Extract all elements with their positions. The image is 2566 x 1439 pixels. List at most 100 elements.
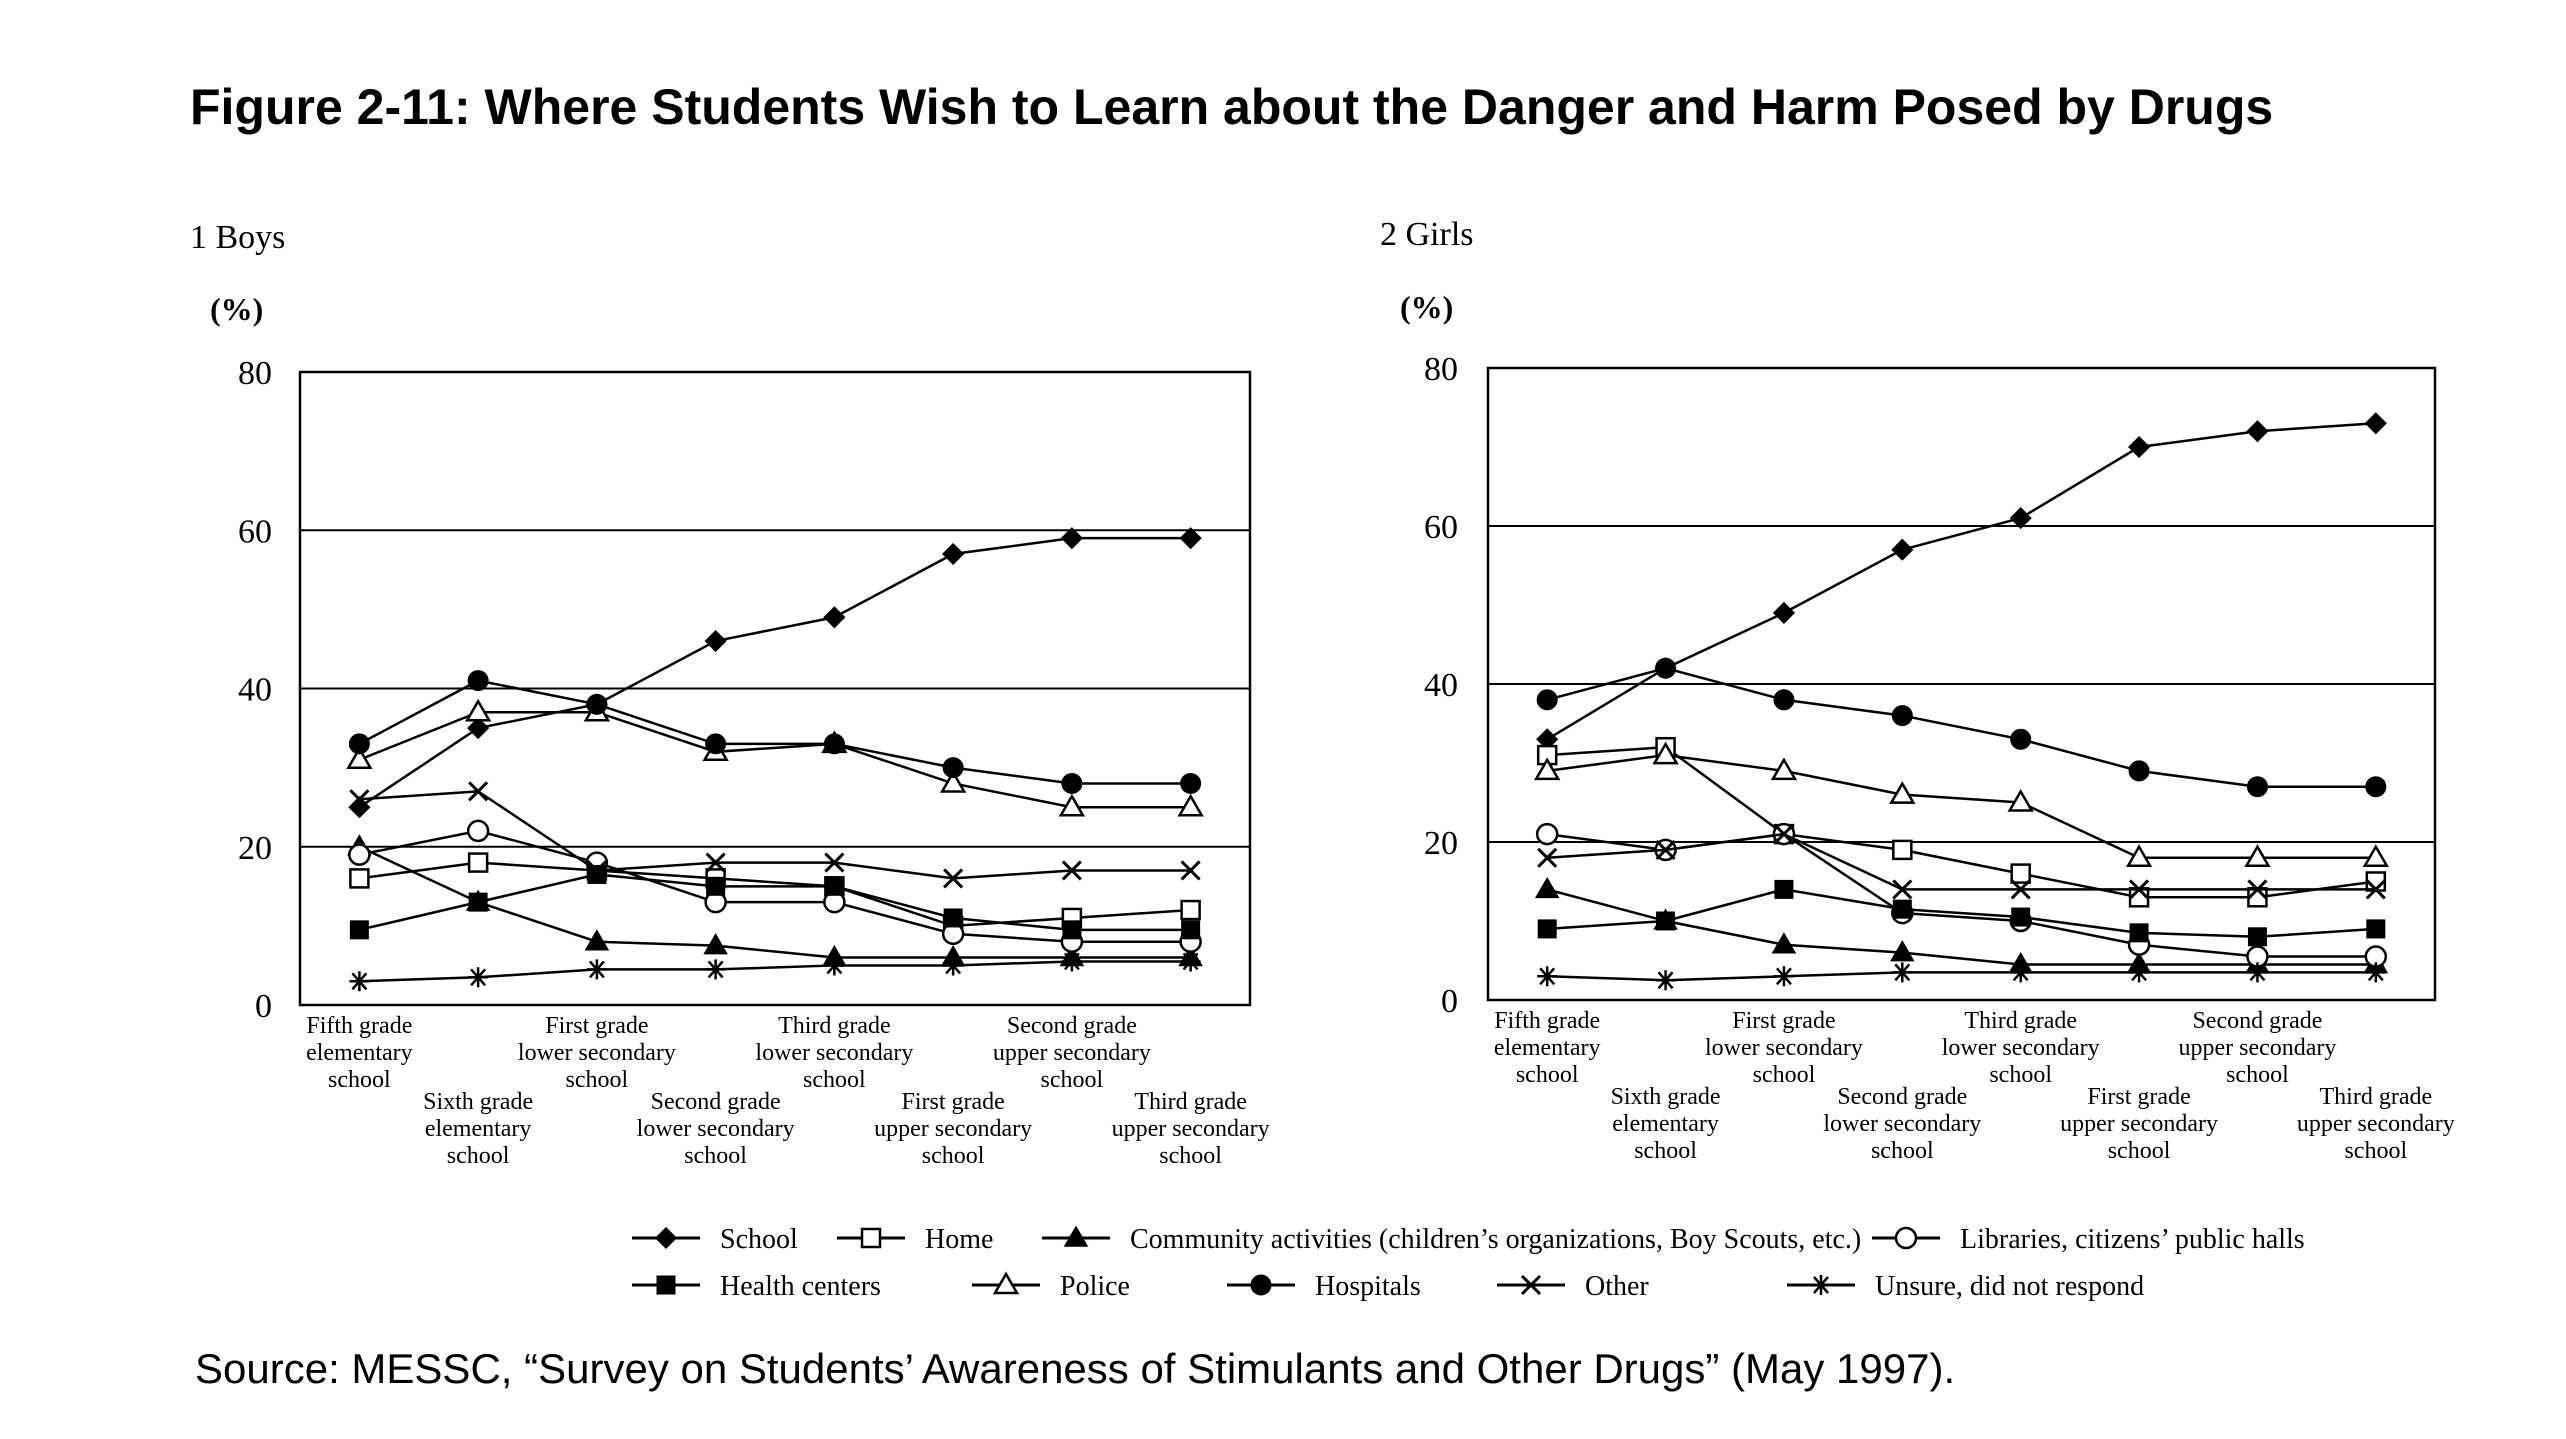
data-point (1891, 705, 1913, 727)
data-point (1892, 879, 1913, 900)
data-point (1534, 876, 1560, 899)
data-point (2009, 507, 2032, 530)
data-point (823, 733, 845, 755)
panel-label: 1 Boys (190, 219, 285, 256)
data-point (824, 955, 845, 976)
data-point (943, 955, 964, 976)
data-point (2247, 962, 2268, 983)
data-point (1534, 757, 1561, 781)
data-point (943, 908, 963, 928)
x-tick-label: Fifth grade elementary school (306, 1013, 413, 1093)
data-point (1537, 847, 1558, 868)
data-point (2011, 907, 2031, 927)
data-point (586, 959, 607, 980)
data-point (1889, 781, 1916, 804)
series-other (349, 781, 1201, 889)
data-point (1180, 951, 1201, 972)
series-school (1536, 412, 2387, 751)
legend-item-community-activities-children-s-organizations-boy-scouts-etc: Community activities (children’s organiz… (1042, 1224, 1861, 1255)
data-point (2129, 923, 2149, 943)
data-point (2247, 879, 2268, 900)
data-point (1537, 966, 1558, 987)
data-point (468, 781, 489, 802)
series-line (359, 960, 1191, 983)
series-police (1534, 741, 2389, 868)
series-line (359, 790, 1191, 880)
legend-label: Libraries, citizens’ public halls (1960, 1224, 2305, 1255)
x-tick-label: Third grade upper secondary school (2297, 1084, 2455, 1164)
data-point (2366, 919, 2386, 939)
legend-marker (992, 1271, 1020, 1295)
legend-label: School (720, 1224, 798, 1255)
data-point (1892, 839, 1913, 861)
data-point (1892, 962, 1913, 983)
data-point (2127, 435, 2151, 459)
data-point (468, 967, 489, 988)
data-point (1773, 824, 1795, 845)
series-line (1547, 753, 2376, 860)
data-point (1891, 538, 1914, 561)
legend-item-police: Police (972, 1271, 1130, 1302)
data-point (349, 971, 370, 992)
series-unsure-did-not-respond (1537, 962, 2386, 991)
x-tick-label: Second grade upper secondary school (993, 1013, 1151, 1093)
legend-label: Police (1060, 1271, 1130, 1302)
data-point (1774, 879, 1794, 899)
series-health-centers (1537, 879, 2386, 947)
series-hospitals (348, 670, 1202, 794)
data-point (467, 717, 490, 740)
data-point (2128, 879, 2150, 900)
data-point (2129, 962, 2150, 983)
series-line (1546, 888, 2376, 966)
data-point (349, 789, 370, 810)
data-point (705, 733, 727, 755)
legend-marker (860, 1227, 882, 1249)
data-point (2007, 789, 2034, 812)
x-tick-label: Third grade lower secondary school (755, 1013, 913, 1093)
x-tick-label: Sixth grade elementary school (1611, 1084, 1721, 1164)
data-point (1181, 920, 1201, 940)
data-point (466, 819, 490, 843)
data-point (1177, 793, 1204, 817)
data-point (587, 864, 607, 884)
legend-label: Health centers (720, 1271, 881, 1302)
series-line (358, 710, 1191, 809)
data-point (824, 876, 844, 896)
x-tick-label: Second grade lower secondary school (637, 1089, 795, 1169)
data-point (1535, 822, 1559, 846)
data-point (346, 746, 373, 769)
legend-label: Community activities (children’s organiz… (1130, 1224, 1861, 1255)
figure-title: Figure 2-11: Where Students Wish to Lear… (190, 79, 2274, 135)
series-line (1547, 888, 2376, 939)
data-point (1652, 741, 1679, 765)
legend-marker (1520, 1274, 1542, 1296)
data-point (1061, 951, 1082, 972)
series-line (359, 829, 1191, 943)
legend-marker (654, 1226, 678, 1250)
legend-item-health-centers: Health centers (632, 1271, 881, 1302)
y-tick-label: 20 (1424, 825, 1458, 862)
data-point (2365, 879, 2386, 900)
data-point (1655, 839, 1676, 860)
data-point (348, 843, 371, 866)
legend-label: Other (1585, 1271, 1649, 1302)
series-other (1537, 824, 2386, 900)
data-point (1773, 689, 1795, 711)
y-tick-label: 60 (238, 513, 272, 550)
chart-panel-2: 2 Girls (%) 0 20 40 60 80 Fifth grade elementary… (1380, 216, 2455, 1164)
data-point (1058, 793, 1086, 817)
series-line (359, 873, 1191, 932)
legend-item-unsure-did-not-respond: Unsure, did not respond (1787, 1271, 2144, 1302)
data-point (942, 542, 965, 566)
x-tick-label: First grade upper secondary school (2060, 1084, 2218, 1164)
legend-marker (1894, 1226, 1918, 1250)
plot-frame (1486, 366, 2437, 1002)
series-line (1547, 971, 2376, 982)
x-tick-label: Third grade upper secondary school (1112, 1089, 1270, 1169)
data-point (1180, 772, 1202, 794)
legend-item-hospitals: Hospitals (1227, 1271, 1421, 1302)
legend-marker (1811, 1275, 1831, 1295)
data-point (349, 920, 369, 940)
x-tick-label: Third grade lower secondary school (1942, 1008, 2100, 1088)
data-point (705, 959, 726, 980)
